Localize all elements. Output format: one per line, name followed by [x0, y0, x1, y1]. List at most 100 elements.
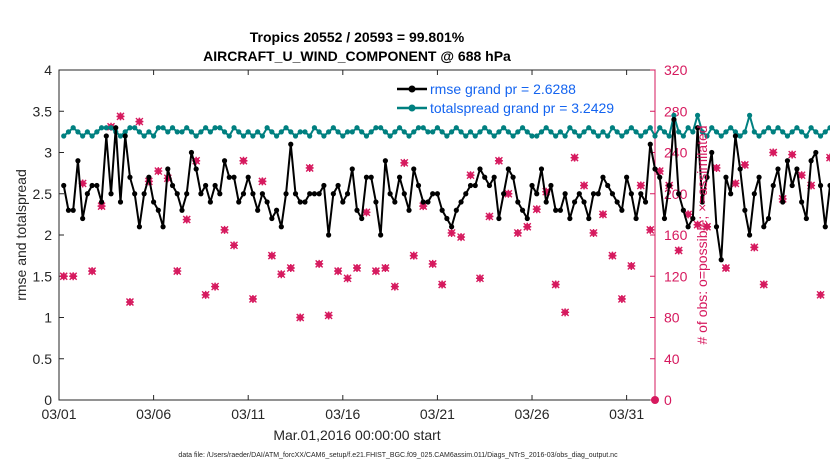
rmse-point — [80, 215, 86, 222]
obs-count-point — [334, 267, 343, 276]
totalspread-point — [453, 125, 459, 131]
totalspread-point — [288, 129, 294, 135]
obs-count-point — [362, 208, 371, 217]
rmse-point — [65, 207, 72, 213]
rmse-point — [728, 191, 734, 197]
obs-count-point — [466, 171, 475, 180]
rmse-point — [141, 191, 147, 197]
rmse-point — [245, 174, 251, 180]
rmse-point — [98, 199, 105, 205]
totalspread-point — [638, 133, 644, 139]
totalspread-point — [647, 125, 653, 131]
obs-count-point — [551, 280, 560, 289]
obs-count-point — [485, 212, 494, 221]
totalspread-point — [321, 133, 327, 139]
rmse-point — [780, 199, 786, 205]
totalspread-point — [543, 125, 549, 131]
rmse-point — [799, 199, 805, 205]
y-tick-label: 2 — [44, 227, 52, 243]
rmse-point — [151, 199, 157, 205]
rmse-point — [765, 215, 772, 222]
y-axis-label: rmse and totalspread — [13, 169, 29, 301]
totalspread-point — [827, 125, 830, 131]
totalspread-point — [316, 129, 322, 135]
totalspread-point — [61, 133, 67, 139]
rmse-point — [292, 191, 299, 197]
rmse-point — [198, 191, 204, 197]
totalspread-point — [524, 129, 530, 135]
totalspread-point — [174, 129, 180, 135]
x-tick-label: 03/01 — [41, 406, 76, 422]
rmse-point — [467, 182, 474, 189]
totalspread-point — [600, 129, 606, 135]
rmse-point — [212, 182, 218, 189]
totalspread-point — [326, 129, 332, 135]
rmse-point — [477, 166, 483, 172]
obs-count-point — [797, 171, 806, 180]
rmse-point — [600, 174, 606, 180]
rmse-point — [822, 224, 828, 230]
totalspread-point — [387, 133, 393, 139]
totalspread-point — [713, 129, 720, 135]
totalspread-point — [605, 133, 611, 139]
obs-count-point — [343, 274, 352, 283]
obs-count-point — [561, 308, 570, 317]
rmse-point — [127, 174, 133, 180]
rmse-point — [690, 215, 696, 222]
totalspread-point — [737, 133, 743, 139]
rmse-point — [132, 191, 138, 197]
totalspread-point — [212, 125, 218, 131]
totalspread-point — [373, 125, 379, 131]
rmse-point — [543, 199, 549, 205]
obs-count-point — [589, 228, 598, 237]
totalspread-point — [75, 129, 81, 135]
rmse-point — [548, 182, 554, 189]
x-tick-label: 03/16 — [325, 406, 360, 422]
totalspread-point — [519, 125, 526, 131]
obs-count-point — [154, 167, 163, 176]
rmse-point — [761, 224, 767, 230]
rmse-point — [378, 232, 384, 238]
rmse-point — [113, 125, 119, 131]
totalspread-point — [354, 125, 360, 131]
totalspread-point — [529, 133, 535, 139]
rmse-point — [449, 224, 455, 230]
obs-count-point — [248, 294, 257, 303]
totalspread-point — [155, 125, 161, 131]
rmse-point — [61, 182, 67, 189]
rmse-point — [652, 166, 658, 172]
obs-count-zero-marker — [651, 396, 659, 404]
rmse-point — [633, 215, 639, 222]
rmse-point — [349, 166, 355, 172]
rmse-point — [789, 182, 795, 189]
totalspread-point — [89, 133, 95, 139]
totalspread-point — [728, 125, 734, 131]
totalspread-point — [780, 129, 786, 135]
obs-count-point — [598, 210, 607, 219]
rmse-point — [444, 215, 450, 222]
totalspread-point — [368, 129, 374, 135]
obs-count-point — [627, 261, 636, 270]
totalspread-point — [382, 129, 388, 135]
y-right-tick-label: 0 — [664, 392, 672, 408]
totalspread-point — [359, 129, 365, 135]
rmse-point — [155, 207, 161, 213]
rmse-point — [122, 133, 128, 139]
obs-count-point — [475, 274, 484, 283]
totalspread-point — [349, 129, 355, 135]
rmse-point — [203, 182, 209, 189]
rmse-point — [392, 199, 398, 205]
obs-count-point — [258, 177, 267, 186]
rmse-point — [240, 191, 247, 197]
rmse-point — [704, 174, 710, 180]
totalspread-point — [548, 129, 554, 135]
totalspread-point — [491, 133, 497, 139]
obs-count-point — [457, 233, 466, 242]
rmse-point — [344, 191, 351, 197]
totalspread-point — [586, 125, 592, 131]
totalspread-point — [765, 125, 772, 131]
totalspread-point — [482, 125, 488, 131]
rmse-point — [453, 207, 459, 213]
rmse-point — [661, 215, 668, 222]
